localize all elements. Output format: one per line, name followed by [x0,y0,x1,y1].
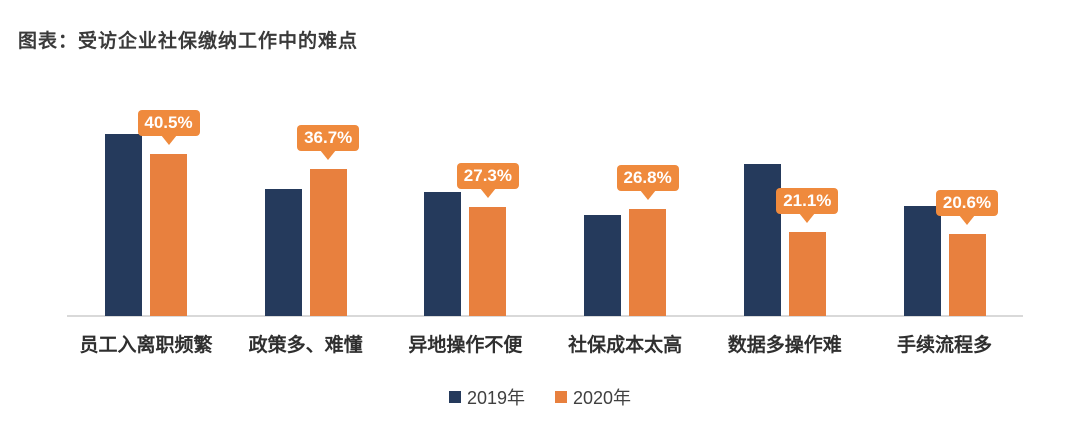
callout-arrow-icon [479,188,496,198]
x-axis-label-2: 政策多、难懂 [248,335,363,356]
legend-item-2020: 2020年 [555,384,631,410]
bar-2020-1 [150,154,187,316]
data-label-callout-3: 27.3% [456,163,519,198]
data-label-callout-6: 20.6% [936,190,998,225]
data-label-callout-4: 26.8% [616,165,679,200]
bar-2019-4 [584,215,622,316]
data-label-callout-1: 40.5% [137,110,200,145]
x-axis-label-5: 数据多操作难 [727,335,842,356]
x-axis-line [67,315,1023,317]
x-axis-label-3: 异地操作不便 [408,335,523,356]
bar-2019-2 [264,189,302,316]
bar-2020-4 [629,209,667,316]
legend: 2019年 2020年 [0,384,1080,410]
bar-2019-6 [903,206,941,316]
legend-label: 2019年 [466,388,525,408]
data-label-callout-5: 21.1% [776,188,839,223]
x-axis-label-4: 社保成本太高 [568,335,683,356]
callout-arrow-icon [639,190,656,200]
bar-2019-1 [105,134,142,316]
legend-item-2019: 2019年 [448,384,525,410]
data-label-callout-2: 36.7% [297,125,360,160]
x-axis-label-6: 手续流程多 [896,335,992,356]
x-axis-label-1: 员工入离职频繁 [79,335,213,356]
chart-title: 图表：受访企业社保缴纳工作中的难点 [18,31,359,52]
legend-label: 2020年 [573,388,632,408]
bar-2020-2 [309,169,347,316]
callout-arrow-icon [959,215,975,225]
callout-arrow-icon [160,135,177,145]
bar-2019-3 [424,192,462,316]
bar-2020-5 [788,232,826,316]
bar-2020-3 [469,207,507,316]
callout-arrow-icon [320,150,337,160]
bar-2019-5 [743,164,781,316]
legend-swatch-icon [555,391,567,403]
bar-2020-6 [948,234,986,316]
legend-swatch-icon [448,391,461,403]
callout-arrow-icon [799,213,816,223]
